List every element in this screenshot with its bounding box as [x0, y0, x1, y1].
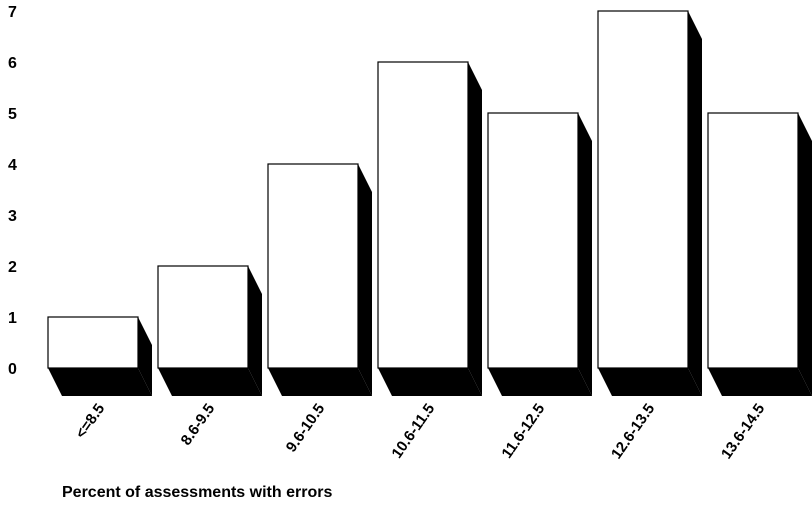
bar-floor-shadow — [158, 368, 262, 396]
bar-floor-shadow — [378, 368, 482, 396]
bars-group — [47, 10, 812, 396]
y-tick-label: 1 — [8, 310, 17, 327]
y-tick-label: 0 — [8, 361, 17, 378]
bar-side-shadow — [358, 164, 372, 396]
x-tick-label: <=8.5 — [72, 401, 108, 442]
bar — [707, 112, 799, 369]
y-tick-label: 5 — [8, 106, 17, 123]
bar-floor-shadow — [268, 368, 372, 396]
x-tick-label: 9.6-10.5 — [283, 401, 328, 456]
bar-floor-shadow — [598, 368, 702, 396]
x-tick-label: 13.6-14.5 — [718, 401, 768, 463]
bar — [377, 61, 469, 369]
bar — [267, 163, 359, 369]
y-tick-label: 7 — [8, 4, 17, 21]
bar — [487, 112, 579, 369]
x-tick-label: 12.6-13.5 — [608, 401, 658, 463]
chart-floor — [48, 368, 812, 396]
bar-floor-shadow — [48, 368, 152, 396]
bar-side-shadow — [468, 62, 482, 396]
bar — [157, 265, 249, 369]
bar-floor-shadow — [708, 368, 812, 396]
bar-side-shadow — [798, 113, 812, 396]
bar-side-shadow — [248, 266, 262, 396]
bar — [597, 10, 689, 369]
y-axis-ticks: 0 1 2 3 4 5 6 7 — [8, 4, 17, 378]
bar-floor-shadow — [488, 368, 592, 396]
x-axis-title: Percent of assessments with errors — [62, 484, 333, 501]
x-axis-ticks: <=8.5 8.6-9.5 9.6-10.5 10.6-11.5 11.6-12.5 12… — [72, 401, 768, 463]
bar-side-shadow — [138, 317, 152, 396]
bar-side-shadow — [688, 11, 702, 396]
x-tick-label: 11.6-12.5 — [498, 401, 548, 462]
x-tick-label: 10.6-11.5 — [388, 401, 438, 462]
bar-side-shadow — [578, 113, 592, 396]
y-tick-label: 2 — [8, 259, 17, 276]
x-tick-label: 8.6-9.5 — [178, 401, 219, 449]
y-tick-label: 4 — [8, 157, 17, 174]
y-tick-label: 6 — [8, 55, 17, 72]
y-tick-label: 3 — [8, 208, 17, 225]
bar — [47, 316, 139, 369]
